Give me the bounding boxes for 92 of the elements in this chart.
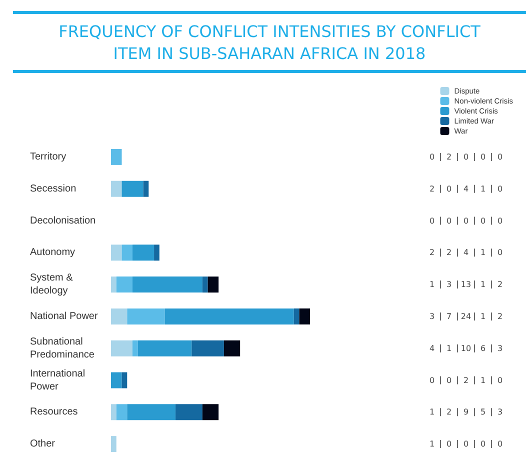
data-label: 1 [446,344,452,353]
bar [202,404,219,420]
y-tick-label: Other [30,438,56,450]
bar [294,308,300,324]
data-label: 0 [480,216,486,226]
data-label: 0 [480,440,486,449]
data-label: 1 [480,280,486,290]
bar [132,244,154,261]
bar [111,180,122,197]
data-label: 5 [480,408,486,417]
data-label: 0 [497,216,503,226]
data-label: 6 [480,344,486,353]
data-label: 0 [497,184,503,194]
data-label: 13 [460,280,472,290]
data-label: 0 [480,152,486,162]
data-label: 24 [460,312,472,321]
data-label: 0 [429,376,435,385]
data-label: 1 [480,312,486,321]
data-label: 2 [429,184,435,194]
y-tick-label: Secession [30,183,76,194]
data-label: 4 [429,344,435,353]
data-label: 3 [497,408,503,417]
data-label: 10 [460,344,472,353]
bar [122,372,128,388]
data-label: 3 [446,280,452,290]
bar [299,308,310,324]
data-label: 3 [497,344,503,353]
data-label: 1 [480,376,486,385]
y-tick-label: Territory [30,151,66,162]
bar [143,180,149,197]
data-label: 0 [429,152,435,162]
bar [111,244,122,261]
data-label: 4 [463,184,469,194]
bar [111,372,122,388]
bar [224,340,240,356]
data-label: 0 [463,216,469,226]
bar [111,340,133,356]
bar [132,340,138,356]
data-label: 0 [497,440,503,449]
bar [116,276,133,293]
data-label: 9 [463,408,469,417]
y-tick-label: Autonomy [30,247,76,258]
data-label: 0 [497,376,503,385]
bar [111,308,128,324]
data-label: 2 [497,312,503,321]
data-label: 1 [480,248,486,258]
data-label: 0 [463,440,469,449]
data-label: 0 [429,216,435,226]
y-tick-label: International Power [30,368,88,392]
bar [111,276,116,293]
y-tick-label: Subnational Predominance [30,336,95,360]
bar [192,340,224,356]
data-label: 0 [446,376,452,385]
data-label: 4 [463,248,469,258]
chart-title: FREQUENCY OF CONFLICT INTENSITIES BY CONFLICT ITEM IN SUB-SAHARAN AFRICA IN 2018 [13,11,526,73]
y-tick-label: Decolonisation [30,215,96,226]
bar [122,180,144,197]
bar [208,276,219,293]
data-label: 0 [497,152,503,162]
data-label: 1 [429,280,435,290]
bar [132,276,202,293]
data-label: 0 [463,152,469,162]
y-tick-label: System & Ideology [30,272,76,297]
bar [116,404,128,420]
data-label: 1 [429,440,435,449]
data-label: 2 [463,376,469,385]
bar [164,308,294,324]
data-label: 1 [480,184,486,194]
bar [176,404,202,420]
bar [138,340,192,356]
data-label: 2 [446,408,452,417]
data-label: 0 [497,248,503,258]
bar [127,308,165,324]
y-tick-label: Resources [30,406,78,418]
bar [111,404,116,420]
bar [202,276,208,293]
bar [127,404,176,420]
bar [111,148,122,165]
data-label: 0 [446,440,452,449]
bar [111,436,116,452]
data-label: 2 [497,280,503,290]
data-label: 3 [429,312,435,321]
data-label: 1 [429,408,435,417]
data-label: 2 [446,248,452,258]
data-label: 2 [429,248,435,258]
bar [154,244,160,261]
data-label: 0 [446,216,452,226]
data-label: 7 [446,312,452,321]
data-label: 2 [446,152,452,162]
bar [122,244,133,261]
data-label: 0 [446,184,452,194]
y-tick-label: National Power [30,310,98,322]
